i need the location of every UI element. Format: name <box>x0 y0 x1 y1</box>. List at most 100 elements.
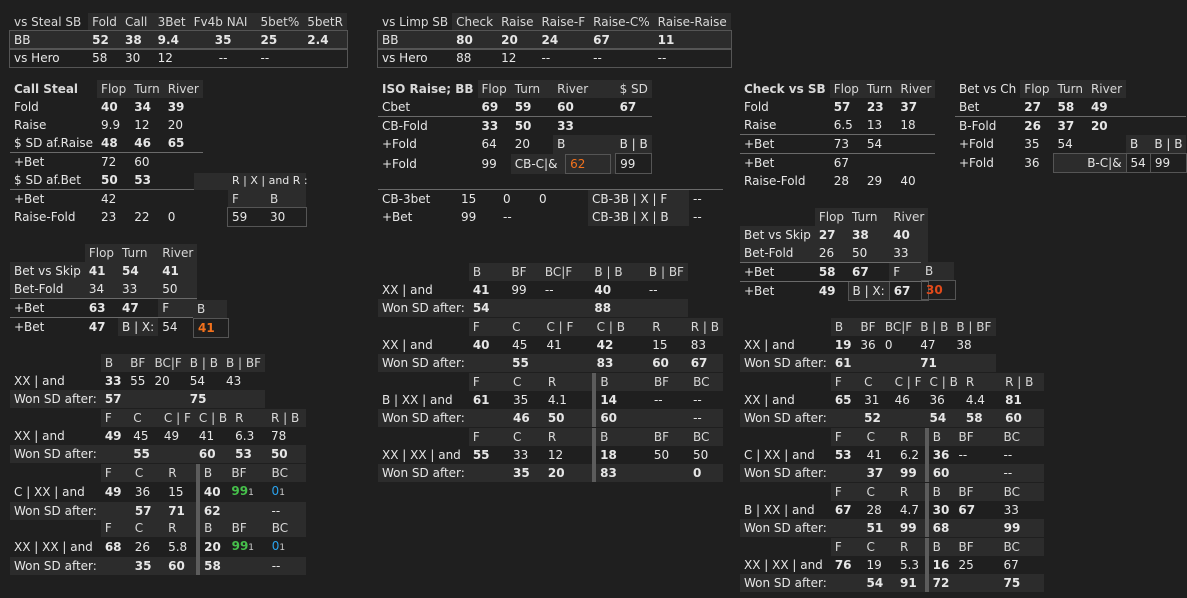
bb-raise-f[interactable]: 24 <box>541 33 559 47</box>
m2-c[interactable]: 45 <box>512 338 528 352</box>
g1-sd-bb[interactable]: 75 <box>189 392 207 406</box>
bet1-turn[interactable]: 47 <box>118 298 159 318</box>
cbet-turn[interactable]: 59 <box>510 98 554 117</box>
g2-sd-rb[interactable]: 50 <box>270 447 288 461</box>
m4-bc[interactable]: 50 <box>693 448 709 462</box>
g4-sd-b[interactable]: 58 <box>196 557 228 575</box>
g2-sd-c[interactable]: 55 <box>133 447 150 461</box>
cb3-bet-turn[interactable]: -- <box>503 210 512 224</box>
g3-b[interactable]: 40 <box>195 482 228 502</box>
r4-b[interactable]: 30 <box>924 501 955 519</box>
m3-c[interactable]: 35 <box>513 393 529 407</box>
bc-fold2-flop[interactable]: 36 <box>1024 156 1040 170</box>
r5-sd-c[interactable]: 54 <box>866 576 884 590</box>
rs-bx-f[interactable]: 67 <box>888 281 929 301</box>
g4-sd-bc[interactable]: -- <box>271 559 281 573</box>
cs-rf-turn[interactable]: 29 <box>866 174 883 188</box>
raise-turn[interactable]: 12 <box>134 118 150 132</box>
g1-bcf[interactable]: 20 <box>154 374 170 388</box>
m4-sd-c[interactable]: 35 <box>513 466 530 480</box>
g2-sd-r[interactable]: 53 <box>235 447 252 461</box>
bet1-flop[interactable]: 63 <box>84 298 119 318</box>
skip-right-bx-b-value[interactable]: 30 <box>921 280 956 300</box>
m3-sd-b[interactable]: 60 <box>592 409 650 427</box>
cbet-sd[interactable]: 67 <box>615 98 652 117</box>
r3-r[interactable]: 6.2 <box>899 448 920 462</box>
bc-fold1-flop[interactable]: 35 <box>1024 137 1040 152</box>
m2-cb[interactable]: 42 <box>596 338 614 352</box>
skip-left-bx-b-value[interactable]: 41 <box>193 318 229 338</box>
cb3-flop[interactable]: 15 <box>457 189 499 208</box>
r3-sd-c[interactable]: 37 <box>866 466 884 480</box>
m1-sd-bb[interactable]: 88 <box>594 301 612 315</box>
bet-flop[interactable]: 72 <box>101 155 117 169</box>
fold-river[interactable]: 39 <box>167 100 185 114</box>
hero-fold[interactable]: 58 <box>92 51 108 65</box>
rs-bf-turn[interactable]: 50 <box>848 244 890 263</box>
r2-sd-cb[interactable]: 54 <box>929 411 947 425</box>
fold1-turn[interactable]: 20 <box>514 137 530 152</box>
g4-bc[interactable]: 0 <box>271 539 280 553</box>
r5-r[interactable]: 5.3 <box>899 558 920 572</box>
g4-r[interactable]: 5.8 <box>168 540 188 554</box>
g1-bbf[interactable]: 43 <box>225 374 242 388</box>
r3-sd-r[interactable]: 99 <box>899 466 917 480</box>
r1-sd-b[interactable]: 61 <box>834 356 852 370</box>
bb-fold[interactable]: 52 <box>92 33 109 47</box>
r1-bbf[interactable]: 38 <box>956 338 972 352</box>
g4-f[interactable]: 68 <box>104 540 122 554</box>
raise-river[interactable]: 20 <box>167 118 183 132</box>
bb-fv4b[interactable]: 35 <box>214 33 232 47</box>
r5-bf[interactable]: 25 <box>958 558 974 572</box>
fold-flop[interactable]: 40 <box>101 100 118 114</box>
bet2-flop[interactable]: 47 <box>88 320 106 334</box>
g1-b[interactable]: 33 <box>104 374 122 388</box>
bc-bf-turn[interactable]: 37 <box>1057 119 1075 133</box>
m2-sd-c[interactable]: 55 <box>512 356 529 370</box>
m3-bc[interactable]: -- <box>693 393 702 407</box>
m4-sd-bc[interactable]: 0 <box>693 466 702 480</box>
r1-bb[interactable]: 47 <box>920 338 936 352</box>
g4-sd-r[interactable]: 60 <box>168 559 185 573</box>
g4-sd-c[interactable]: 35 <box>134 559 152 573</box>
r1-sd-bb[interactable]: 71 <box>920 356 937 370</box>
raise-fold-turn[interactable]: 22 <box>134 210 150 224</box>
fold1-flop[interactable]: 64 <box>481 137 497 152</box>
bb-5bet[interactable]: 25 <box>260 33 278 47</box>
hero-call[interactable]: 30 <box>124 51 141 65</box>
m3-sd-c[interactable]: 46 <box>513 411 530 425</box>
r2-sd-c[interactable]: 52 <box>864 411 881 425</box>
cs-bet1-turn[interactable]: 54 <box>862 134 897 154</box>
bc-bf-flop[interactable]: 26 <box>1024 119 1041 133</box>
m3-sd-r[interactable]: 50 <box>547 411 565 425</box>
r4-c[interactable]: 28 <box>866 503 882 517</box>
cs-bet2-flop[interactable]: 67 <box>833 156 849 170</box>
hero-raise[interactable]: 12 <box>501 51 517 65</box>
m4-r[interactable]: 12 <box>547 448 564 462</box>
g1-bf[interactable]: 55 <box>130 374 146 388</box>
bet2-flop[interactable]: 42 <box>101 192 117 206</box>
r1-bcf[interactable]: 0 <box>884 338 893 352</box>
g2-cf[interactable]: 49 <box>163 429 180 443</box>
bvs-river[interactable]: 41 <box>162 264 179 278</box>
hero-raise-f[interactable]: -- <box>541 51 551 65</box>
hero-check[interactable]: 88 <box>456 51 472 65</box>
g3-c[interactable]: 36 <box>134 485 151 499</box>
bc-bf-river[interactable]: 20 <box>1090 119 1108 133</box>
raise-fold-flop[interactable]: 23 <box>101 210 117 224</box>
cs-fold-flop[interactable]: 57 <box>833 100 851 114</box>
r5-sd-r[interactable]: 91 <box>899 576 917 590</box>
m2-sd-cb[interactable]: 83 <box>596 356 614 370</box>
m2-cf[interactable]: 41 <box>546 338 562 352</box>
hero-5bet[interactable]: -- <box>260 51 270 65</box>
g3-sd-c[interactable]: 57 <box>134 504 152 518</box>
bf-flop[interactable]: 34 <box>84 280 119 299</box>
r3-bf[interactable]: -- <box>958 448 968 462</box>
raise-flop[interactable]: 9.9 <box>101 118 121 132</box>
g3-sd-bc[interactable]: -- <box>271 504 281 518</box>
cs-raise-turn[interactable]: 13 <box>862 116 897 135</box>
r5-bc[interactable]: 67 <box>1003 558 1019 572</box>
g2-cb[interactable]: 41 <box>198 429 215 443</box>
m4-c[interactable]: 33 <box>513 448 529 462</box>
r4-bc[interactable]: 33 <box>1003 503 1019 517</box>
